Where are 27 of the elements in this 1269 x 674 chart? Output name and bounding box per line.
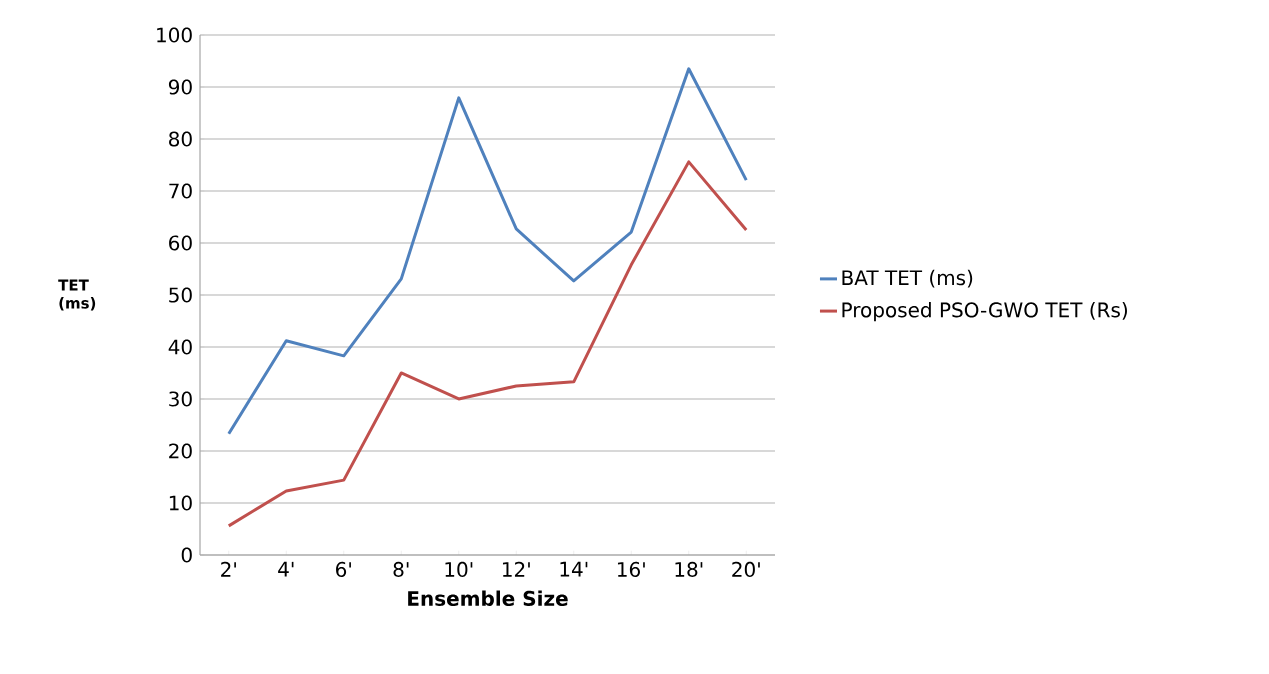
y-tick-label: 70 — [169, 183, 192, 199]
y-tick-label: 30 — [169, 391, 192, 407]
x-tick-label: 10' — [445, 561, 473, 577]
y-tick-label: 20 — [169, 443, 192, 459]
y-tick-label: 90 — [168, 79, 192, 95]
line-series — [227, 160, 748, 528]
y-tick-label: 10 — [169, 495, 192, 511]
x-tick-label: 8' — [393, 561, 409, 577]
line-series — [227, 67, 748, 436]
y-tick-label: 40 — [168, 339, 192, 355]
x-tick-label: 18' — [675, 561, 703, 577]
x-tick-label: 20' — [732, 561, 760, 577]
legend-label: Proposed PSO-GWO TET (Rs) — [842, 301, 1127, 322]
x-tick-label: 6' — [336, 561, 351, 577]
x-tick-label: 16' — [617, 561, 645, 577]
x-tick-label: 4' — [278, 561, 294, 577]
x-tick-label: 2' — [221, 561, 236, 577]
y-tick-label: 50 — [169, 287, 192, 303]
y-tick-label: 60 — [169, 235, 192, 251]
x-axis-title: Ensemble Size — [408, 590, 568, 606]
x-tick-label: 12' — [502, 561, 530, 577]
x-tick-label: 14' — [560, 561, 588, 577]
y-axis-title: TET (ms) — [58, 279, 96, 311]
y-tick-label: 0 — [181, 547, 192, 563]
y-tick-label: 100 — [157, 27, 192, 43]
legend-label: BAT TET (ms) — [842, 269, 973, 288]
y-tick-label: 80 — [169, 131, 192, 147]
